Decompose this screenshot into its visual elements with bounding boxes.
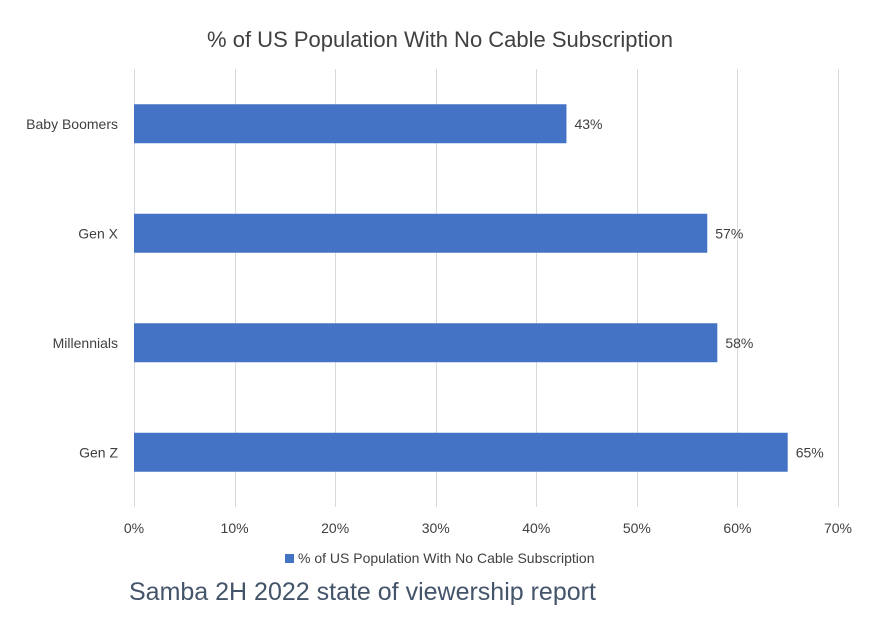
data-label: 43% — [574, 116, 602, 132]
x-tick-label: 30% — [422, 520, 450, 536]
bar — [134, 323, 718, 363]
x-tick-labels: 0% 10% 20% 30% 40% 50% 60% 70% — [124, 520, 852, 536]
x-tick-label: 50% — [623, 520, 651, 536]
x-tick-label: 10% — [221, 520, 249, 536]
chart-title: % of US Population With No Cable Subscri… — [207, 27, 673, 52]
legend-label: % of US Population With No Cable Subscri… — [298, 550, 594, 566]
x-tick-label: 70% — [824, 520, 852, 536]
bar — [134, 104, 567, 144]
data-label: 57% — [715, 225, 743, 241]
legend: % of US Population With No Cable Subscri… — [285, 550, 594, 566]
bars: 43% 57% 58% 65% — [134, 104, 824, 472]
bar — [134, 432, 788, 472]
x-tick-label: 0% — [124, 520, 144, 536]
category-labels: Baby Boomers Gen X Millennials Gen Z — [26, 116, 118, 461]
category-label: Millennials — [53, 335, 118, 351]
category-label: Baby Boomers — [26, 116, 118, 132]
category-label: Gen Z — [79, 444, 118, 460]
x-tick-label: 60% — [723, 520, 751, 536]
x-tick-label: 20% — [321, 520, 349, 536]
x-tick-label: 40% — [522, 520, 550, 536]
bar-chart: % of US Population With No Cable Subscri… — [26, 27, 852, 566]
source-caption: Samba 2H 2022 state of viewership report — [129, 578, 596, 606]
legend-swatch — [285, 554, 294, 563]
data-label: 65% — [796, 444, 824, 460]
category-label: Gen X — [78, 225, 118, 241]
bar — [134, 213, 708, 253]
data-label: 58% — [725, 335, 753, 351]
